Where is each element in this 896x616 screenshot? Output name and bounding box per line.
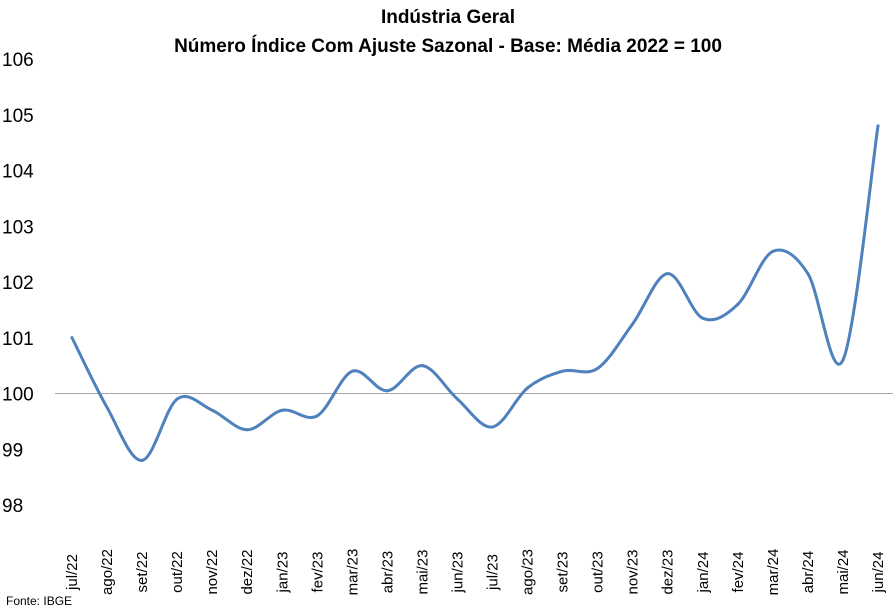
y-tick-label: 99 — [2, 440, 23, 461]
data-point-out-23 — [596, 366, 600, 370]
y-tick-label: 103 — [2, 217, 34, 238]
data-point-nov-23 — [631, 322, 635, 326]
x-tick-label: jan/23 — [274, 552, 291, 594]
x-tick-label: jul/22 — [64, 554, 81, 591]
x-tick-label: out/23 — [590, 551, 607, 593]
y-tick-label: 105 — [2, 106, 34, 127]
x-tick-label: set/23 — [555, 552, 572, 593]
y-tick-label: 104 — [2, 162, 34, 183]
x-tick-label: fev/24 — [730, 552, 747, 593]
x-tick-label: dez/23 — [660, 549, 677, 594]
data-point-ago-23 — [526, 386, 530, 390]
x-tick-label: abr/23 — [379, 551, 396, 594]
data-point-ago-22 — [105, 405, 109, 409]
x-tick-label: nov/23 — [625, 549, 642, 594]
data-point-mai-24 — [841, 358, 845, 362]
data-point-jul-23 — [491, 425, 495, 429]
data-point-jan-23 — [280, 408, 284, 412]
data-point-dez-23 — [666, 272, 670, 276]
x-tick-label: out/22 — [169, 551, 186, 593]
x-tick-label: jul/23 — [485, 554, 502, 591]
series-line — [70, 124, 880, 462]
x-tick-label: mai/24 — [835, 549, 852, 594]
x-tick-label: jan/24 — [695, 552, 712, 594]
x-tick-label: jun/23 — [449, 552, 466, 594]
chart-title: Indústria Geral — [380, 7, 516, 28]
data-point-jun-23 — [455, 397, 459, 401]
data-point-fev-24 — [736, 302, 740, 306]
y-tick-label: 106 — [2, 50, 34, 71]
x-tick-label: abr/24 — [800, 551, 817, 594]
x-tick-label: nov/22 — [204, 549, 221, 594]
source-note: Fonte: IBGE — [6, 594, 73, 608]
data-point-nov-22 — [210, 408, 214, 412]
x-tick-label: dez/22 — [239, 549, 256, 594]
data-point-abr-24 — [806, 272, 810, 276]
data-point-fev-23 — [315, 414, 319, 418]
x-tick-label: fev/23 — [309, 552, 326, 593]
data-point-mar-23 — [350, 369, 354, 373]
x-tick-label: jun/24 — [870, 552, 887, 594]
data-point-jul-22 — [70, 336, 74, 340]
y-tick-label: 100 — [2, 385, 34, 406]
data-point-dez-22 — [245, 428, 249, 432]
x-tick-label: ago/23 — [520, 549, 537, 595]
data-point-mai-23 — [420, 364, 424, 368]
chart-subtitle: Número Índice Com Ajuste Sazonal - Base:… — [174, 36, 722, 57]
x-tick-label: mar/24 — [765, 549, 782, 596]
data-point-set-22 — [140, 458, 144, 462]
data-point-jun-24 — [876, 124, 880, 128]
y-tick-label: 102 — [2, 273, 34, 294]
x-axis: jul/22 ago/22 set/22 out/22 nov/22 dez/22 jan/… — [64, 549, 887, 596]
y-tick-label: 101 — [2, 329, 34, 350]
data-point-set-23 — [561, 369, 565, 373]
x-tick-label: ago/22 — [99, 549, 116, 595]
data-point-abr-23 — [385, 389, 389, 393]
data-points — [70, 124, 880, 462]
x-tick-label: set/22 — [134, 552, 151, 593]
data-point-mar-24 — [771, 249, 775, 253]
y-tick-label: 98 — [2, 496, 23, 517]
x-tick-label: mai/23 — [414, 549, 431, 594]
x-tick-label: mar/23 — [344, 549, 361, 596]
y-axis: 98 99 100 101 102 103 104 105 106 — [2, 50, 34, 517]
data-point-jan-24 — [701, 316, 705, 320]
data-point-out-22 — [175, 397, 179, 401]
